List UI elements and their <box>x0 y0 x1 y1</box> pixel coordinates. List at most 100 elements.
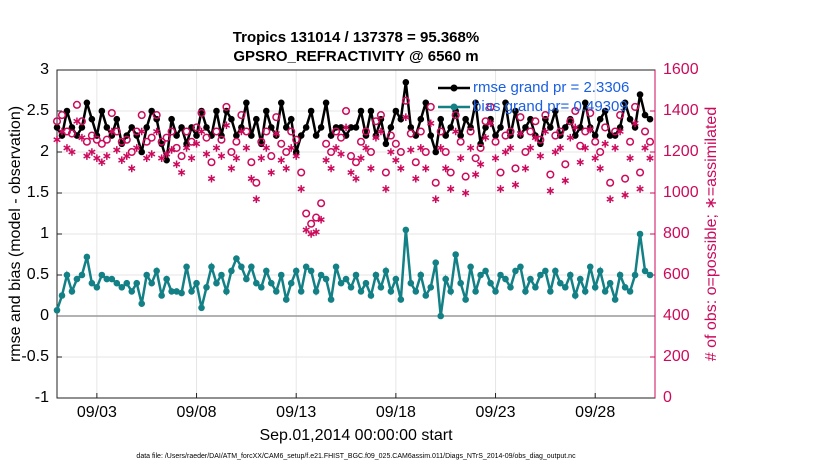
point <box>168 115 175 123</box>
point <box>68 288 76 295</box>
point <box>332 263 340 271</box>
point <box>78 271 86 279</box>
point <box>352 271 360 279</box>
assimilated-marker <box>192 140 201 148</box>
possible-marker <box>536 135 545 144</box>
point <box>532 284 539 291</box>
possible-marker <box>521 147 530 157</box>
possible-marker <box>77 117 86 126</box>
point <box>626 115 634 123</box>
possible-marker <box>152 111 161 120</box>
possible-marker <box>297 168 306 177</box>
y2-tick-label: 400 <box>663 307 690 324</box>
possible-marker <box>371 117 380 126</box>
point <box>641 111 649 119</box>
point <box>641 267 649 275</box>
point <box>292 267 300 275</box>
y-tick-label: 0.5 <box>27 266 49 283</box>
possible-marker <box>471 154 480 163</box>
point <box>218 271 225 279</box>
point <box>606 132 614 139</box>
point <box>562 124 569 131</box>
point <box>437 115 445 123</box>
point <box>596 267 604 275</box>
footnote: data file: /Users/raeder/DAI/ATM_forcXX/… <box>136 453 576 460</box>
point <box>636 91 644 98</box>
point <box>312 132 320 139</box>
assimilated-marker <box>456 154 465 162</box>
assimilated-marker <box>153 127 161 136</box>
possible-marker <box>127 147 136 157</box>
possible-marker <box>341 106 351 116</box>
assimilated-marker <box>461 189 470 197</box>
possible-marker <box>356 137 366 146</box>
possible-marker <box>142 137 151 146</box>
point <box>233 255 240 262</box>
point <box>213 279 220 287</box>
point <box>631 271 639 279</box>
point <box>153 267 160 275</box>
point <box>402 79 410 86</box>
possible-marker <box>162 133 171 142</box>
point <box>178 289 185 297</box>
assimilated-marker <box>611 144 619 152</box>
point <box>123 279 131 287</box>
possible-marker <box>541 111 550 120</box>
y-tick-label: 1.5 <box>27 184 49 201</box>
assimilated-marker <box>232 154 241 162</box>
possible-marker <box>476 143 485 152</box>
point <box>68 124 76 131</box>
assimilated-marker <box>452 127 460 136</box>
point <box>258 284 265 291</box>
possible-marker <box>287 127 296 136</box>
y2-tick-label: 600 <box>663 266 690 283</box>
assimilated-marker <box>292 152 300 160</box>
point <box>437 312 445 320</box>
assimilated-marker <box>98 158 106 167</box>
assimilated-marker <box>367 164 375 173</box>
point <box>427 284 435 291</box>
point <box>576 275 584 283</box>
point <box>562 284 569 291</box>
possible-marker <box>511 164 520 173</box>
point <box>253 279 260 287</box>
possible-marker <box>62 127 72 136</box>
point <box>571 292 579 299</box>
point <box>621 99 629 107</box>
possible-marker <box>640 127 650 136</box>
possible-marker <box>386 131 395 140</box>
possible-marker <box>312 213 321 222</box>
possible-marker <box>137 111 146 120</box>
assimilated-marker <box>162 150 171 158</box>
point <box>238 263 245 271</box>
possible-marker <box>202 133 211 142</box>
possible-marker <box>57 111 67 120</box>
assimilated-marker <box>202 150 211 158</box>
point <box>143 124 150 131</box>
point <box>287 115 295 123</box>
possible-marker <box>72 100 81 109</box>
point <box>402 226 410 234</box>
point <box>83 253 91 261</box>
possible-marker <box>122 135 131 144</box>
assimilated-marker <box>182 144 191 152</box>
assimilated-marker <box>78 133 86 142</box>
point <box>397 296 405 303</box>
point <box>263 107 270 115</box>
point <box>397 115 405 123</box>
assimilated-marker <box>58 127 66 136</box>
point <box>63 107 71 115</box>
point <box>596 115 604 123</box>
point <box>502 275 509 283</box>
y-tick-label: 2 <box>40 143 49 160</box>
x-tick-label: 09/13 <box>276 404 316 421</box>
point <box>168 288 175 295</box>
possible-marker <box>376 111 385 120</box>
possible-marker <box>247 158 256 167</box>
assimilated-marker <box>531 133 540 142</box>
possible-marker <box>222 102 231 111</box>
point <box>422 99 430 107</box>
point <box>58 132 66 139</box>
assimilated-marker <box>128 164 136 173</box>
point <box>302 263 310 271</box>
